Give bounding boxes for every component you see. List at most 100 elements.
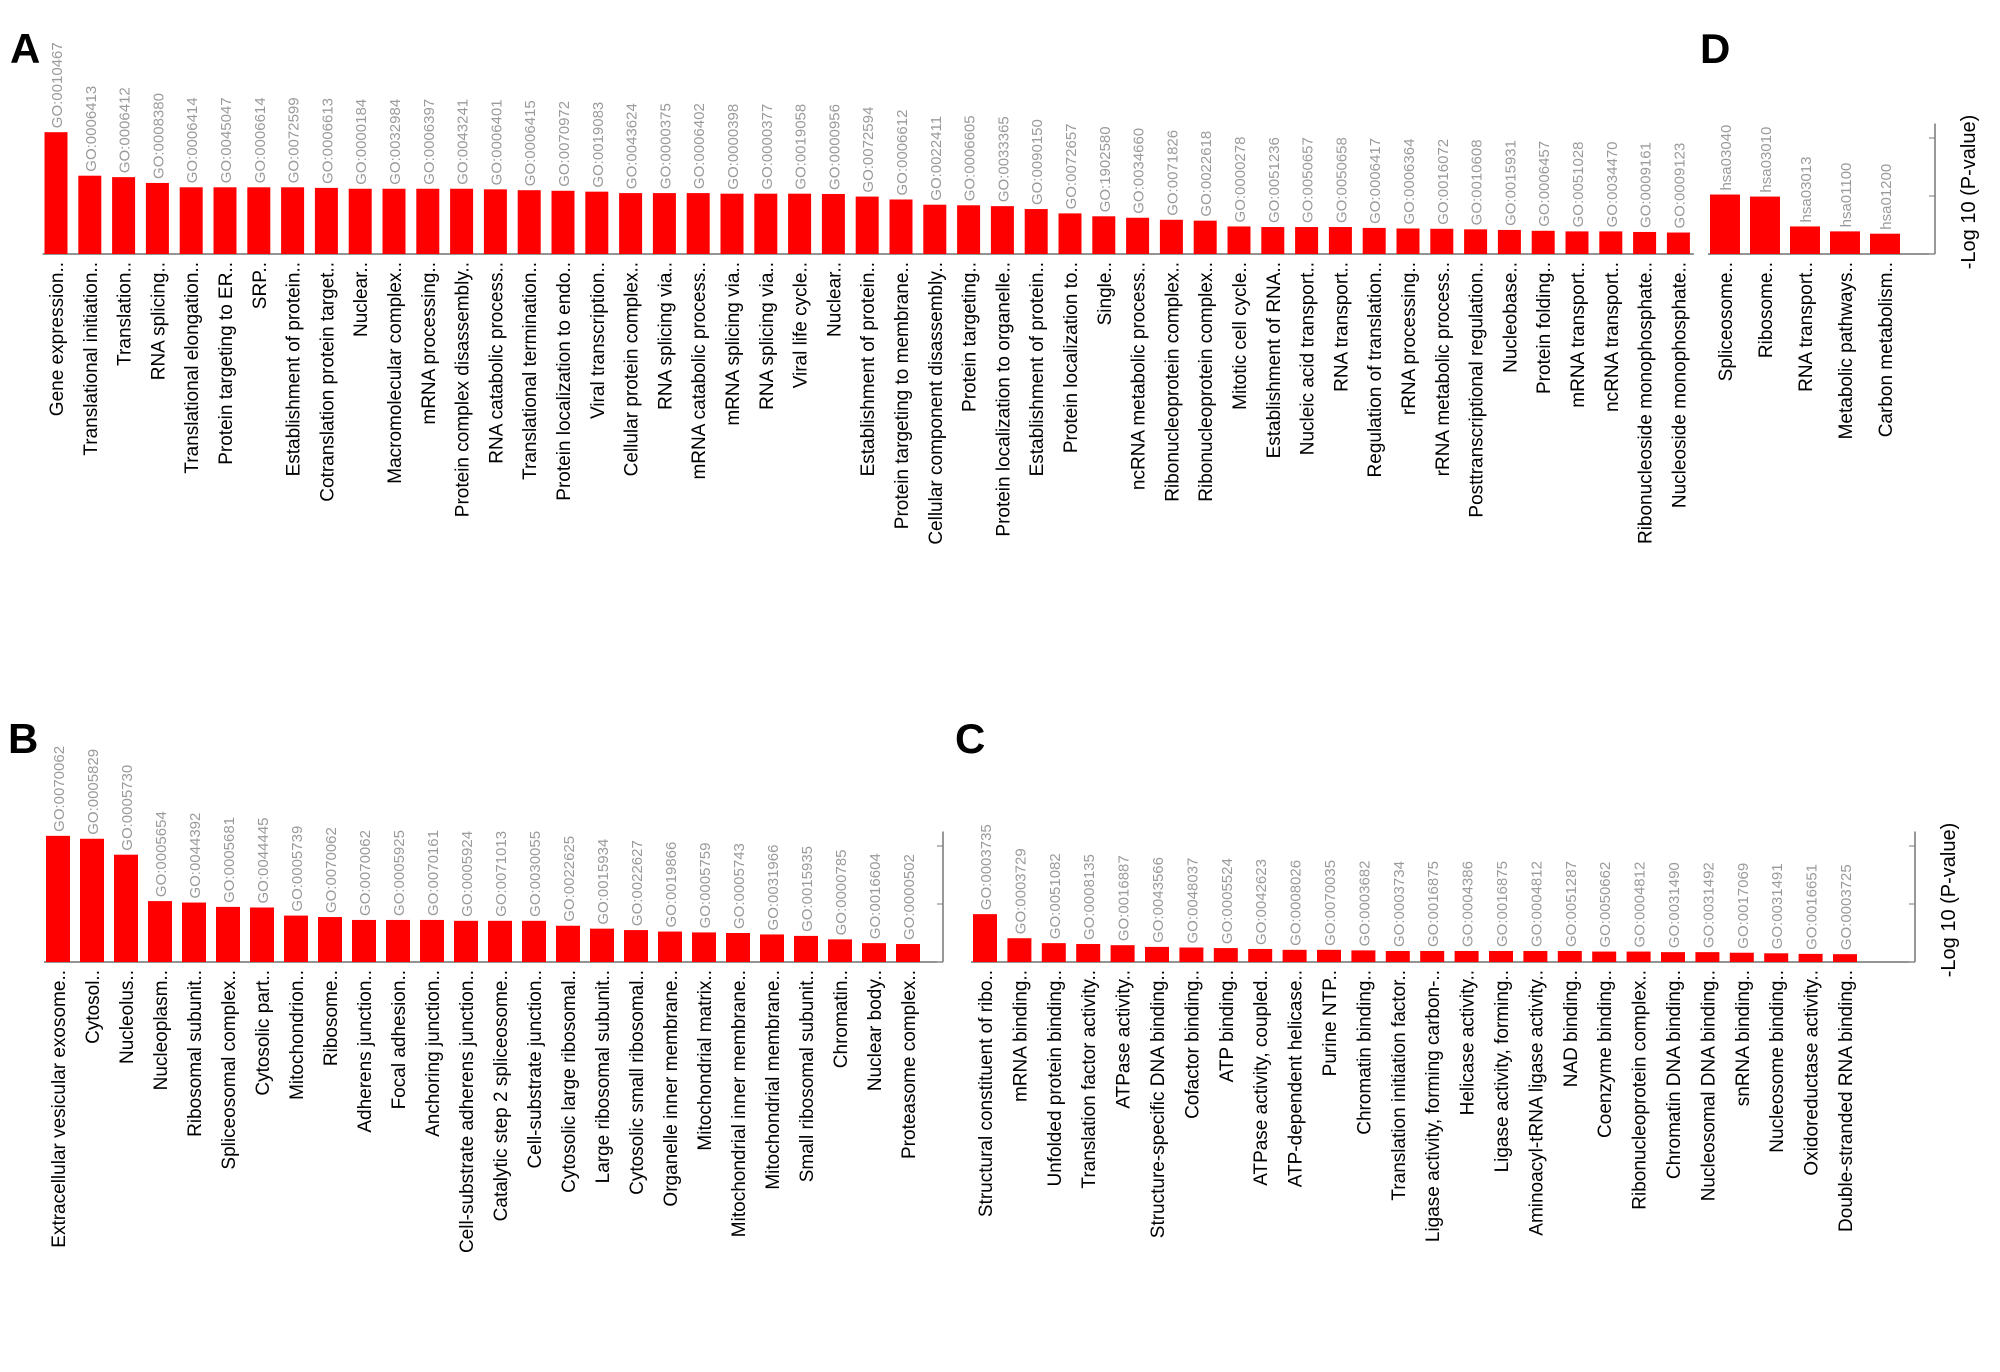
category-label-b: Small ribosomal subunit.. bbox=[797, 970, 818, 1182]
term-id-label-a: GO:0034660 bbox=[1131, 128, 1148, 214]
chart-panel-d: -Log 10 (P-value) hsa03040 Spliceosome.. hs… bbox=[1708, 115, 1980, 439]
category-label-a: mRNA splicing via.. bbox=[723, 262, 744, 426]
category-label-d: Spliceosome.. bbox=[1716, 262, 1737, 381]
category-label-a: Ribonucleoside monophosphate.. bbox=[1636, 262, 1657, 544]
category-label-a: Establishment of protein.. bbox=[858, 262, 879, 476]
term-id-label-c: GO:0003734 bbox=[1391, 861, 1408, 947]
bar-c bbox=[1661, 952, 1685, 962]
term-id-label-a: GO:0043624 bbox=[624, 103, 641, 189]
bar-b bbox=[828, 939, 852, 962]
term-id-label-a: GO:0051236 bbox=[1266, 137, 1283, 223]
bar-b bbox=[590, 928, 614, 962]
category-label-a: Posttranscriptional regulation.. bbox=[1467, 262, 1488, 518]
term-id-label-c: GO:0051082 bbox=[1047, 853, 1064, 939]
term-id-label-c: GO:0031491 bbox=[1769, 863, 1786, 949]
category-label-c: Double-stranded RNA binding.. bbox=[1836, 970, 1857, 1232]
bar-c bbox=[1110, 945, 1135, 962]
term-id-label-a: GO:0051028 bbox=[1570, 141, 1587, 227]
bar-c bbox=[1764, 953, 1789, 962]
term-id-label-a: GO:0071826 bbox=[1164, 130, 1181, 216]
category-label-c: Ligase activity, forming.. bbox=[1492, 970, 1513, 1172]
bar-a bbox=[1599, 231, 1623, 254]
bar-a bbox=[652, 193, 676, 254]
term-id-label-c: GO:0042623 bbox=[1253, 859, 1270, 945]
term-id-label-a: GO:0016072 bbox=[1435, 139, 1452, 225]
category-label-b: Cytosolic small ribosomal.. bbox=[627, 970, 648, 1195]
category-label-a: mRNA processing.. bbox=[419, 262, 440, 425]
bar-b bbox=[420, 919, 444, 962]
term-id-label-a: GO:0034470 bbox=[1604, 141, 1621, 227]
bar-a bbox=[517, 190, 541, 254]
term-id-label-c: GO:0003735 bbox=[978, 824, 995, 910]
chart-panel-b: GO:0070062 Extracellular vesicular exosom… bbox=[44, 746, 944, 1253]
term-id-label-c: GO:0003682 bbox=[1356, 860, 1373, 946]
bar-a bbox=[145, 182, 169, 254]
term-id-label-a: GO:0010467 bbox=[49, 42, 66, 128]
bar-a bbox=[1261, 227, 1285, 254]
bar-a bbox=[44, 132, 68, 254]
category-label-a: ncRNA metabolic process.. bbox=[1129, 262, 1150, 490]
category-label-b: Spliceosomal complex.. bbox=[219, 970, 240, 1170]
term-id-label-b: GO:0016604 bbox=[867, 853, 884, 939]
bar-a bbox=[247, 187, 271, 254]
term-id-label-c: GO:0016651 bbox=[1804, 864, 1821, 950]
bar-c bbox=[1179, 947, 1204, 962]
term-id-label-a: GO:0008380 bbox=[150, 93, 167, 179]
chart-panel-a: GO:0010467 Gene expression.. GO:0006413 Tra… bbox=[42, 42, 1694, 545]
term-id-label-b: GO:0030055 bbox=[527, 831, 544, 917]
term-id-label-b: GO:0015935 bbox=[799, 846, 816, 932]
term-id-label-c: GO:0031492 bbox=[1700, 862, 1717, 948]
term-id-label-c: GO:0050662 bbox=[1597, 862, 1614, 948]
category-label-b: Cell-substrate junction.. bbox=[525, 970, 546, 1169]
bar-c bbox=[1385, 950, 1410, 962]
term-id-label-a: GO:0072599 bbox=[286, 97, 303, 183]
bar-c bbox=[1317, 949, 1341, 962]
term-id-label-a: GO:0009123 bbox=[1671, 143, 1688, 229]
bar-b bbox=[250, 907, 274, 962]
bar-d bbox=[1750, 196, 1780, 254]
term-id-label-a: GO:0006417 bbox=[1367, 138, 1384, 224]
term-id-label-b: GO:0022627 bbox=[629, 840, 646, 926]
category-label-b: Nuclear body.. bbox=[865, 970, 886, 1091]
term-id-label-a: GO:0072657 bbox=[1063, 123, 1080, 209]
bar-c bbox=[1592, 951, 1617, 962]
bar-b bbox=[794, 935, 818, 962]
term-id-label-a: GO:0006614 bbox=[252, 97, 269, 183]
term-id-label-c: GO:0070035 bbox=[1322, 860, 1339, 946]
term-id-label-d: hsa01200 bbox=[1878, 164, 1895, 230]
category-label-c: Nucleosome binding.. bbox=[1767, 970, 1788, 1153]
panel-label-a: A bbox=[10, 25, 40, 72]
term-id-label-a: GO:0000398 bbox=[725, 104, 742, 190]
bar-a bbox=[957, 205, 981, 254]
bar-a bbox=[382, 188, 406, 254]
category-label-c: ATPase activity, coupled.. bbox=[1251, 970, 1272, 1186]
category-label-a: Translational termination.. bbox=[520, 262, 541, 480]
chart-panel-c: -Log 10 (P-value) GO:0003735 Structural co… bbox=[971, 823, 1960, 1242]
term-id-label-a: GO:0050658 bbox=[1333, 137, 1350, 223]
bar-a bbox=[1430, 228, 1454, 254]
category-label-a: Establishment of protein.. bbox=[284, 262, 305, 476]
term-id-label-a: GO:0006414 bbox=[184, 97, 201, 183]
term-id-label-b: GO:0005759 bbox=[697, 843, 714, 929]
category-label-d: Carbon metabolism.. bbox=[1876, 262, 1897, 437]
category-label-a: mRNA catabolic process.. bbox=[689, 262, 710, 480]
term-id-label-d: hsa01100 bbox=[1838, 163, 1855, 228]
bar-b bbox=[658, 931, 682, 962]
bar-a bbox=[1295, 227, 1319, 254]
term-id-label-a: GO:0019083 bbox=[590, 102, 607, 188]
term-id-label-d: hsa03013 bbox=[1798, 157, 1815, 223]
bar-c bbox=[1695, 952, 1720, 962]
category-label-b: Cytosol.. bbox=[83, 970, 104, 1044]
bar-a bbox=[923, 204, 947, 254]
category-label-a: ncRNA transport.. bbox=[1602, 262, 1623, 412]
category-label-c: Cofactor binding.. bbox=[1182, 970, 1203, 1119]
category-label-c: ATPase activity.. bbox=[1114, 970, 1135, 1109]
category-label-c: Ligase activity, forming carbon-.. bbox=[1423, 970, 1444, 1242]
term-id-label-c: GO:0004812 bbox=[1528, 861, 1545, 947]
bar-c bbox=[1454, 950, 1479, 962]
term-id-label-a: GO:0006413 bbox=[83, 86, 100, 172]
bar-b bbox=[386, 919, 410, 962]
bar-b bbox=[46, 835, 70, 962]
bar-a bbox=[179, 187, 203, 254]
